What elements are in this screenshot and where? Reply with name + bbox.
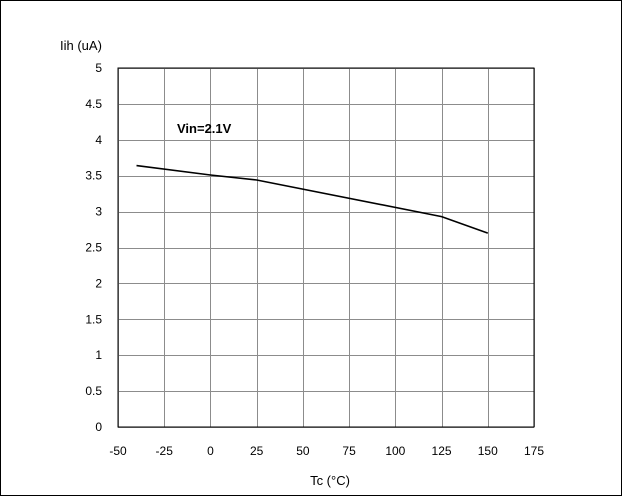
x-tick-label: 50: [296, 444, 310, 458]
x-tick-labels: -50 -25 0 25 50 75 100 125 150 175: [109, 444, 544, 458]
x-tick-label: 100: [385, 444, 405, 458]
plot-border: [117, 67, 535, 428]
y-tick-label: 4.5: [85, 97, 102, 111]
y-tick-label: 2.5: [85, 241, 102, 255]
y-tick-label: 0.5: [85, 384, 102, 398]
x-tick-label: 125: [432, 444, 452, 458]
series-line: [136, 164, 489, 234]
series-group: [136, 164, 489, 234]
y-tick-label: 0: [95, 420, 102, 434]
y-tick-labels: 0 0.5 1 1.5 2 2.5 3 3.5 4 4.5 5: [85, 61, 102, 434]
x-tick-label: 0: [207, 444, 214, 458]
y-tick-label: 3: [95, 205, 102, 219]
y-tick-label: 1.5: [85, 312, 102, 326]
x-axis-title: Tc (°C): [310, 473, 350, 488]
y-axis-title: Iih (uA): [60, 38, 102, 53]
y-tick-label: 4: [95, 133, 102, 147]
y-tick-label: 2: [95, 276, 102, 290]
y-tick-label: 5: [95, 61, 102, 75]
y-tick-label: 1: [95, 348, 102, 362]
x-tick-label: -25: [156, 444, 174, 458]
x-tick-label: 175: [524, 444, 544, 458]
x-tick-label: 25: [250, 444, 264, 458]
x-tick-label: 75: [342, 444, 356, 458]
x-tick-label: -50: [109, 444, 127, 458]
y-tick-label: 3.5: [85, 169, 102, 183]
condition-annotation: Vin=2.1V: [177, 121, 232, 136]
x-tick-label: 150: [478, 444, 498, 458]
